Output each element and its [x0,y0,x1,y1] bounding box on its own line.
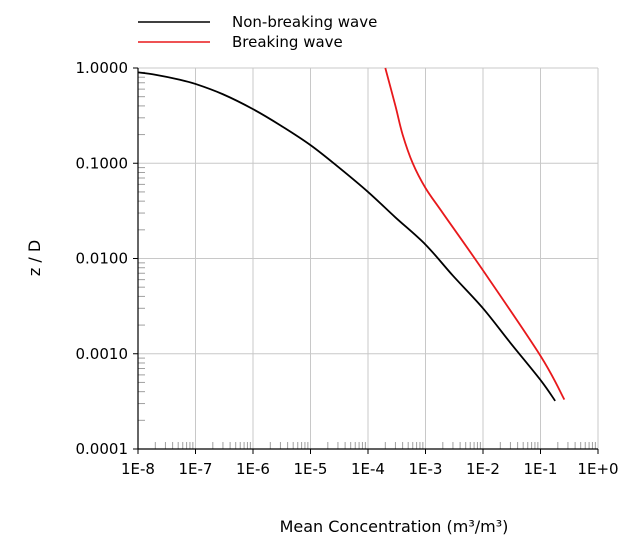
minor-ticks [138,71,596,449]
legend: Non-breaking wave Breaking wave [138,13,377,51]
x-tick-label-3: 1E-5 [294,460,328,478]
grid [137,67,599,450]
y-tick-label-3: 0.1000 [76,154,129,172]
legend-label-non-breaking-wave: Non-breaking wave [232,13,377,31]
plot-frame [133,67,599,454]
x-tick-label-7: 1E-1 [524,460,558,478]
x-tick-label-2: 1E-6 [236,460,270,478]
x-tick-label-0: 1E-8 [121,460,155,478]
non-breaking-wave-line [137,71,556,402]
y-axis-title: z / D [25,240,44,276]
x-tick-labels: 1E-8 1E-7 1E-6 1E-5 1E-4 1E-3 1E-2 1E-1 1E+0 [121,460,619,478]
x-tick-label-5: 1E-3 [409,460,443,478]
y-tick-label-2: 0.0100 [76,250,129,268]
x-tick-label-8: 1E+0 [577,460,618,478]
y-tick-label-0: 0.0001 [76,440,129,458]
x-tick-label-4: 1E-4 [351,460,385,478]
x-tick-label-1: 1E-7 [179,460,213,478]
legend-label-breaking-wave: Breaking wave [232,33,343,51]
y-tick-label-4: 1.0000 [76,59,129,77]
x-axis-title: Mean Concentration (m³/m³) [280,517,509,536]
breaking-wave-line [384,67,566,401]
y-tick-label-1: 0.0010 [76,345,129,363]
series-lines [137,67,566,402]
x-tick-label-6: 1E-2 [466,460,500,478]
y-tick-labels: 0.0001 0.0010 0.0100 0.1000 1.0000 [76,59,129,458]
